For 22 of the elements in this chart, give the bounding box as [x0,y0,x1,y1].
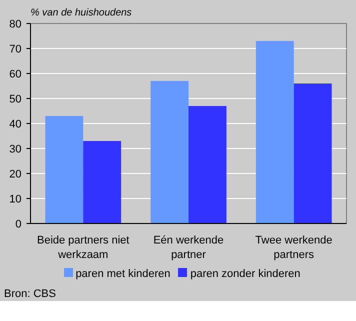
y-tick-label: 50 [9,94,22,106]
y-tick-label: 10 [9,194,22,206]
bar [256,41,294,224]
bar [294,84,332,224]
y-tick-label: 0 [15,218,22,230]
y-tick-label: 70 [9,44,22,56]
x-tick-label: Eén werkende partner [153,234,224,261]
bar [150,81,188,224]
bar [188,106,226,224]
y-tick-label: 80 [9,18,22,30]
text: Bron: CBS [4,287,56,302]
y-tick-label: 60 [9,68,22,80]
x-tick-label: Twee werkende partners [255,234,332,261]
chart-title: % van de huishoudens [30,8,132,18]
legend-label: paren zonder kinderen [190,268,300,280]
legend-label: paren met kinderen [76,268,170,280]
bar [83,141,122,224]
bar [45,116,84,224]
y-tick-label: 30 [9,144,22,156]
y-tick-label: 20 [9,168,22,180]
x-tick-label: Beide partners niet werkzaam [37,234,130,261]
y-tick-label: 40 [9,118,22,130]
